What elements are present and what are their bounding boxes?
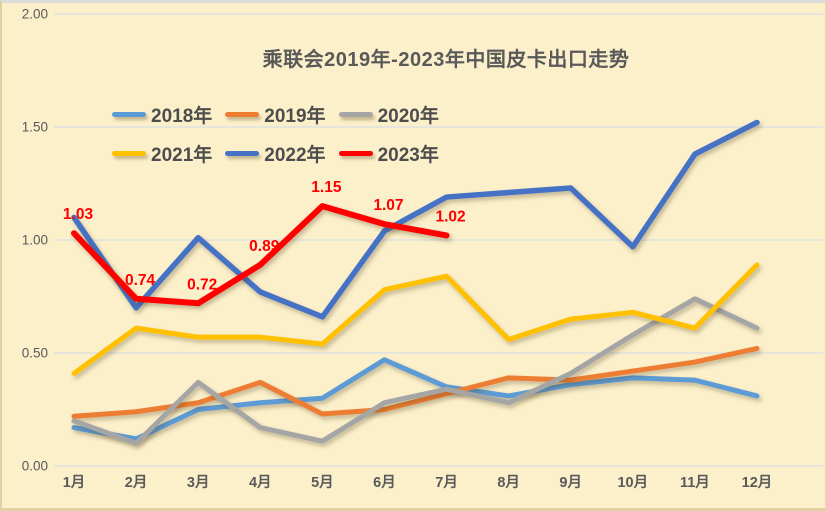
y-tick-label: 1.50 xyxy=(22,120,48,135)
x-tick-label: 11月 xyxy=(680,474,710,491)
legend-item-2021年: 2021年 xyxy=(112,140,212,167)
legend-label: 2019年 xyxy=(264,106,326,127)
data-label: 1.07 xyxy=(373,197,403,214)
legend-item-2022年: 2022年 xyxy=(225,140,326,167)
legend-label: 2021年 xyxy=(151,145,213,166)
x-tick-label: 5月 xyxy=(311,474,334,491)
series-line-2021年 xyxy=(71,262,760,376)
chart-title: 乘联会2019年-2023年中国皮卡出口走势 xyxy=(262,49,630,71)
chart-legend: 2018年 2019年 2020年 2021年 2022年 2023年 xyxy=(112,95,452,173)
x-tick-label: 10月 xyxy=(617,474,648,491)
x-tick-label: 2月 xyxy=(125,474,148,491)
x-tick-label: 3月 xyxy=(187,474,210,491)
x-tick-label: 7月 xyxy=(435,474,458,491)
legend-swatch-icon xyxy=(338,151,373,156)
series-line-2019年 xyxy=(71,345,760,419)
x-tick-label: 1月 xyxy=(63,474,86,491)
data-label: 1.03 xyxy=(63,206,94,223)
data-label: 0.72 xyxy=(187,276,217,293)
data-label: 0.74 xyxy=(125,272,156,289)
x-tick-label: 9月 xyxy=(559,474,582,491)
x-tick-label: 4月 xyxy=(249,474,272,491)
y-tick-label: 0.50 xyxy=(22,346,48,361)
legend-swatch-icon xyxy=(338,112,373,117)
legend-label: 2023年 xyxy=(377,145,439,166)
x-tick-label: 8月 xyxy=(497,474,520,491)
x-tick-label: 6月 xyxy=(373,474,396,491)
legend-label: 2022年 xyxy=(264,145,326,166)
series-line-2022年 xyxy=(71,119,760,320)
legend-label: 2020年 xyxy=(377,106,439,127)
data-label: 1.15 xyxy=(311,179,342,196)
legend-row: 2021年 2022年 2023年 xyxy=(112,134,452,173)
legend-label: 2018年 xyxy=(151,106,213,127)
legend-item-2018年: 2018年 xyxy=(112,101,212,128)
legend-swatch-icon xyxy=(112,151,146,156)
x-tick-label: 12月 xyxy=(742,474,773,491)
series-line-2020年 xyxy=(71,296,760,446)
legend-swatch-icon xyxy=(112,112,146,117)
y-tick-label: 2.00 xyxy=(22,7,48,22)
legend-item-2019年: 2019年 xyxy=(225,101,326,128)
legend-swatch-icon xyxy=(225,112,260,117)
line-chart: 0.00 0.50 1.00 1.50 2.00 1月 2月 3月 4月 5月 6月 7月 8月 9月 10… xyxy=(22,7,823,491)
series-line-2023年 xyxy=(71,203,450,307)
data-label: 0.89 xyxy=(249,238,280,255)
legend-item-2020年: 2020年 xyxy=(338,101,439,128)
legend-row: 2018年 2019年 2020年 xyxy=(112,95,452,134)
series-line-2018年 xyxy=(71,357,760,442)
legend-swatch-icon xyxy=(225,151,260,156)
legend-item-2023年: 2023年 xyxy=(338,140,439,167)
data-label: 1.02 xyxy=(435,208,465,225)
y-tick-label: 0.00 xyxy=(22,459,48,474)
y-tick-label: 1.00 xyxy=(22,233,48,248)
